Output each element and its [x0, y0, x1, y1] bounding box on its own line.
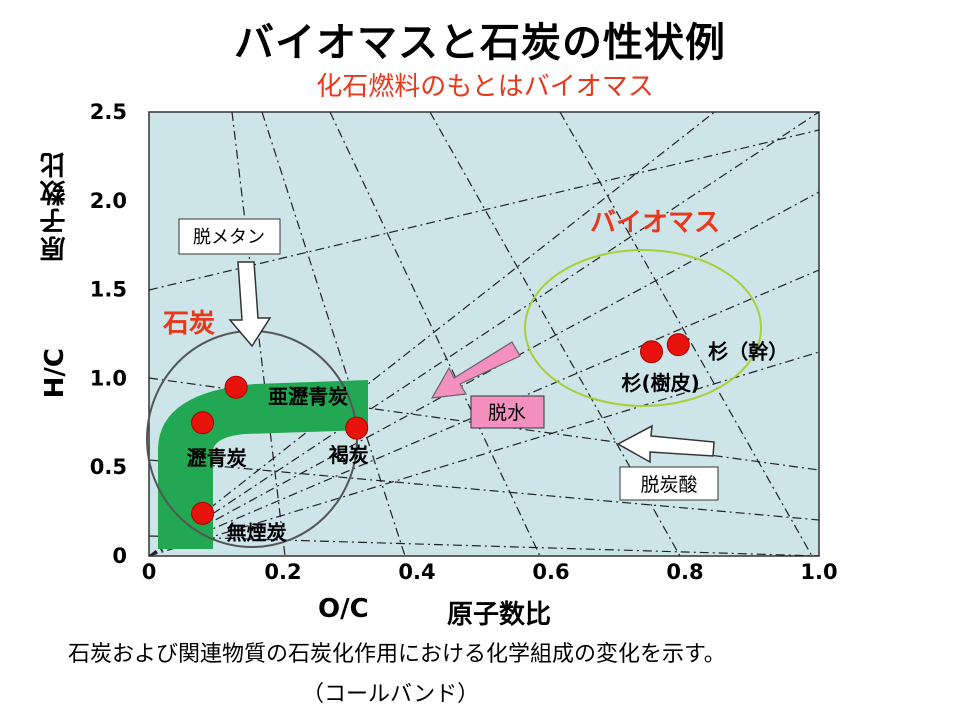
data-point: [640, 340, 663, 364]
biomass-region-label: バイオマス: [590, 208, 720, 238]
data-point: [666, 333, 690, 357]
x-tick-labels: 0 0.2 0.4 0.6 0.8 1.0: [142, 560, 838, 584]
y-tick-label: 0: [112, 544, 127, 568]
x-tick-label: 1.0: [800, 560, 837, 584]
guide-line: [149, 129, 819, 291]
demethanation-box: [178, 218, 281, 255]
x-tick-label: 0.6: [532, 560, 569, 584]
data-point-label: 無煙炭: [227, 520, 287, 544]
y-tick-label: 2.5: [90, 100, 127, 124]
y-tick-label: 2.0: [90, 189, 127, 213]
data-point-label: 亜瀝青炭: [268, 384, 348, 408]
dehydration-label: 脱水: [488, 402, 526, 424]
biomass-ellipse: [524, 249, 762, 407]
page-title: バイオマスと石炭の性状例: [234, 20, 726, 66]
guide-line: [149, 459, 819, 521]
x-tick-label: 0.2: [264, 560, 301, 584]
y-tick-label: 1.0: [90, 366, 127, 390]
demethanation-arrow: 脱メタン: [178, 218, 281, 348]
x-tick-label: 0.8: [666, 560, 703, 584]
x-tick-label: 0.4: [398, 560, 435, 584]
guide-line: [149, 351, 819, 556]
y-tick-label: 1.5: [90, 278, 127, 302]
dehydration-box: [470, 395, 545, 429]
data-point-label: 瀝青炭: [187, 446, 247, 470]
decarboxylation-box: [619, 466, 719, 501]
demethanation-arrow-shape: [228, 261, 272, 348]
y-tick-label: 0.5: [90, 455, 127, 479]
data-point-label: 褐炭: [328, 443, 369, 467]
page-subtitle: 化石燃料のもとはバイオマス: [316, 72, 654, 102]
data-point: [345, 416, 369, 440]
data-point: [191, 411, 215, 435]
guide-line: [261, 112, 406, 556]
decarboxylation-arrow-shape: [616, 424, 715, 464]
x-axis-label-suffix: 原子数比: [447, 600, 552, 630]
data-point-label: 杉（幹）: [708, 340, 788, 364]
guide-line: [149, 535, 819, 556]
y-tick-labels: 0 0.5 1.0 1.5 2.0 2.5: [90, 100, 127, 568]
demethanation-label: 脱メタン: [193, 227, 265, 248]
dehydration-arrow-shape: [430, 341, 521, 399]
coal-region-label: 石炭: [162, 309, 215, 339]
decarboxylation-label: 脱炭酸: [640, 474, 697, 496]
caption-note: （コールバンド）: [302, 682, 480, 707]
guide-line: [329, 112, 541, 556]
decarboxylation-arrow: 脱炭酸: [616, 424, 719, 501]
data-point: [224, 375, 248, 399]
y-axis-label-hc: H/C: [40, 348, 70, 399]
guide-line: [149, 112, 716, 556]
x-axis-label: O/C: [318, 594, 369, 624]
caption: 石炭および関連物質の石炭化作用における化学組成の変化を示す。: [68, 642, 726, 667]
y-axis-label: 原子数比: [40, 150, 70, 262]
dehydration-arrow: 脱水: [430, 341, 545, 429]
x-tick-label: 0: [142, 560, 157, 584]
data-point-label: 杉(樹皮): [622, 371, 700, 395]
data-point: [191, 501, 215, 525]
guide-line: [559, 112, 813, 556]
guide-line: [149, 191, 819, 556]
guide-line: [149, 112, 819, 556]
